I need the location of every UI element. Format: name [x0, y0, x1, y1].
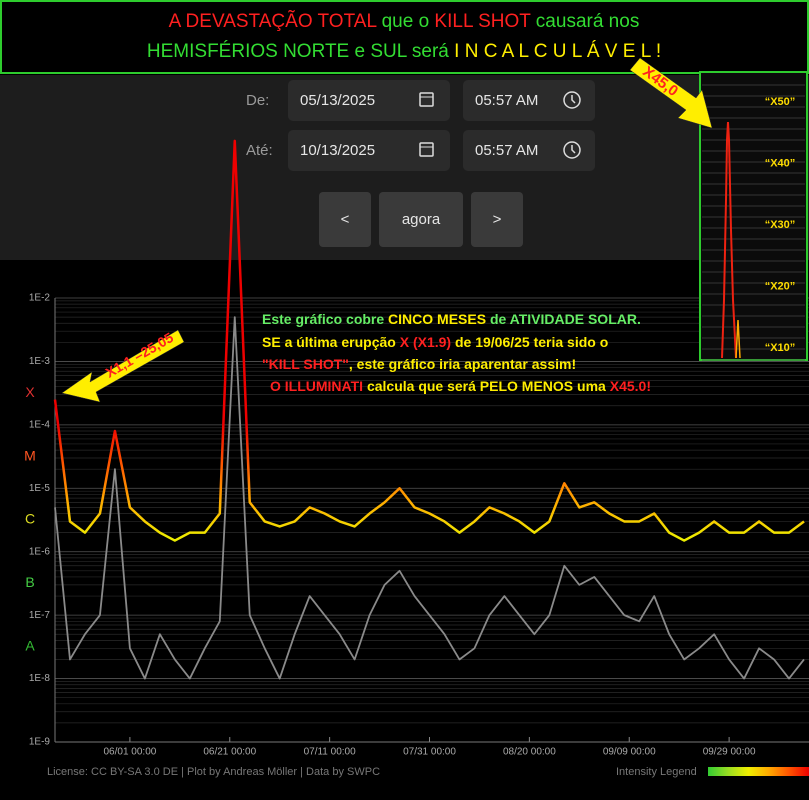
text-segment: PELO MENOS: [480, 378, 573, 394]
clock-icon: [563, 141, 581, 159]
inset-label: “X20”: [765, 280, 796, 292]
chart-area: [0, 260, 809, 800]
x-tick-label: 08/20 00:00: [503, 747, 556, 758]
from-date-input[interactable]: [288, 80, 450, 121]
class-label: C: [25, 511, 35, 527]
y-tick-label: 1E-3: [29, 356, 51, 367]
text-segment: Este gráfico cobre: [262, 311, 388, 327]
y-tick-label: 1E-8: [29, 673, 51, 684]
banner: [0, 0, 809, 74]
y-tick-label: 1E-6: [29, 546, 51, 557]
x-tick-label: 09/29 00:00: [703, 747, 756, 758]
prev-label: <: [341, 211, 350, 228]
next-button[interactable]: [471, 192, 523, 247]
inset-label: “X30”: [765, 219, 796, 231]
from-date: 05/13/2025: [300, 92, 375, 109]
from-time: 05:57 AM: [475, 92, 538, 109]
text-segment: X (X1.9): [400, 334, 451, 350]
next-label: >: [493, 211, 502, 228]
annotation-line: SE a última erupção X (X1.9) de 19/06/25…: [262, 334, 608, 350]
class-label: B: [25, 574, 34, 590]
from-label: De:: [246, 92, 269, 109]
inset: [699, 71, 808, 361]
text-segment: "KILL SHOT": [262, 356, 349, 372]
y-tick-label: 1E-4: [29, 419, 51, 430]
text-segment: A DEVASTAÇÃO TOTAL: [169, 10, 377, 32]
text-segment: causará nos: [531, 11, 640, 32]
x-tick-label: 06/21 00:00: [203, 747, 256, 758]
class-label: A: [25, 638, 35, 654]
inset-spike: [721, 121, 737, 359]
to-date: 10/13/2025: [300, 142, 375, 159]
to-time: 05:57 AM: [475, 142, 538, 159]
legend-label: Intensity Legend: [616, 766, 697, 778]
y-tick-label: 1E-5: [29, 483, 51, 494]
annotation-line: "KILL SHOT", este gráfico iria aparentar…: [262, 356, 576, 372]
banner-line: HEMISFÉRIOS NORTE e SUL será I N C A L C…: [147, 41, 661, 62]
to-time-input[interactable]: [463, 130, 595, 171]
arrow: [61, 329, 185, 403]
inset-label: “X10”: [765, 342, 796, 354]
intensity-legend: [708, 767, 809, 776]
inset-spike: [735, 319, 741, 359]
y-tick-label: 1E-9: [29, 737, 51, 748]
text-segment: SE a última erupção: [262, 334, 400, 350]
text-segment: CINCO MESES: [388, 311, 486, 327]
x-tick-label: 07/11 00:00: [304, 747, 357, 758]
from-time-input[interactable]: [463, 80, 595, 121]
text-segment: calcula que será: [363, 378, 480, 394]
calendar-icon: [419, 92, 434, 107]
arrow: [629, 57, 713, 129]
text-segment: I N C A L C U L Á V E L !: [454, 41, 661, 62]
text-segment: de 19/06/25 teria sido o: [451, 334, 608, 350]
text-segment: ATIVIDADE SOLAR.: [510, 311, 641, 327]
chart: 1E-9 1E-8 1E-7 1E-6 1E-5 1E-4 1E-3 1E-2 X M C B A 06/…: [24, 139, 809, 758]
footer: License: CC BY-SA 3.0 DE | Plot by Andre…: [47, 766, 380, 778]
inset-label: “X40”: [765, 157, 796, 169]
to-date-input[interactable]: [288, 130, 450, 171]
text-segment: de: [486, 311, 510, 327]
x-tick-label: 06/01 00:00: [103, 747, 156, 758]
x-tick-label: 07/31 00:00: [403, 747, 456, 758]
class-label: M: [24, 447, 36, 463]
x-tick-label: 09/09 00:00: [603, 747, 656, 758]
text-segment: HEMISFÉRIOS NORTE e SUL será: [147, 41, 454, 62]
class-label: X: [25, 384, 35, 400]
inset-label: “X50”: [765, 96, 796, 108]
series-line: [54, 316, 805, 680]
prev-button[interactable]: [319, 192, 371, 247]
text-segment: X45.0!: [610, 378, 651, 394]
to-label: Até:: [246, 142, 273, 159]
clock-icon: [563, 91, 581, 109]
now-label: agora: [402, 211, 441, 228]
inset-frame: [699, 71, 808, 361]
now-button[interactable]: [379, 192, 463, 247]
annotation-line: O ILLUMINATI calcula que será PELO MENOS…: [270, 378, 651, 394]
calendar-icon: [419, 142, 434, 157]
text-segment: uma: [573, 378, 610, 394]
banner-line: A DEVASTAÇÃO TOTAL que o KILL SHOT causa…: [169, 10, 640, 32]
y-tick-label: 1E-7: [29, 610, 51, 621]
text-segment: que o: [376, 11, 434, 32]
text-segment: , este gráfico iria aparentar assim!: [349, 356, 576, 372]
series-line: [53, 139, 805, 542]
text-segment: KILL SHOT: [434, 11, 531, 32]
text-segment: O ILLUMINATI: [270, 378, 363, 394]
annotation-line: Este gráfico cobre CINCO MESES de ATIVID…: [262, 311, 641, 327]
y-tick-label: 1E-2: [29, 293, 51, 304]
